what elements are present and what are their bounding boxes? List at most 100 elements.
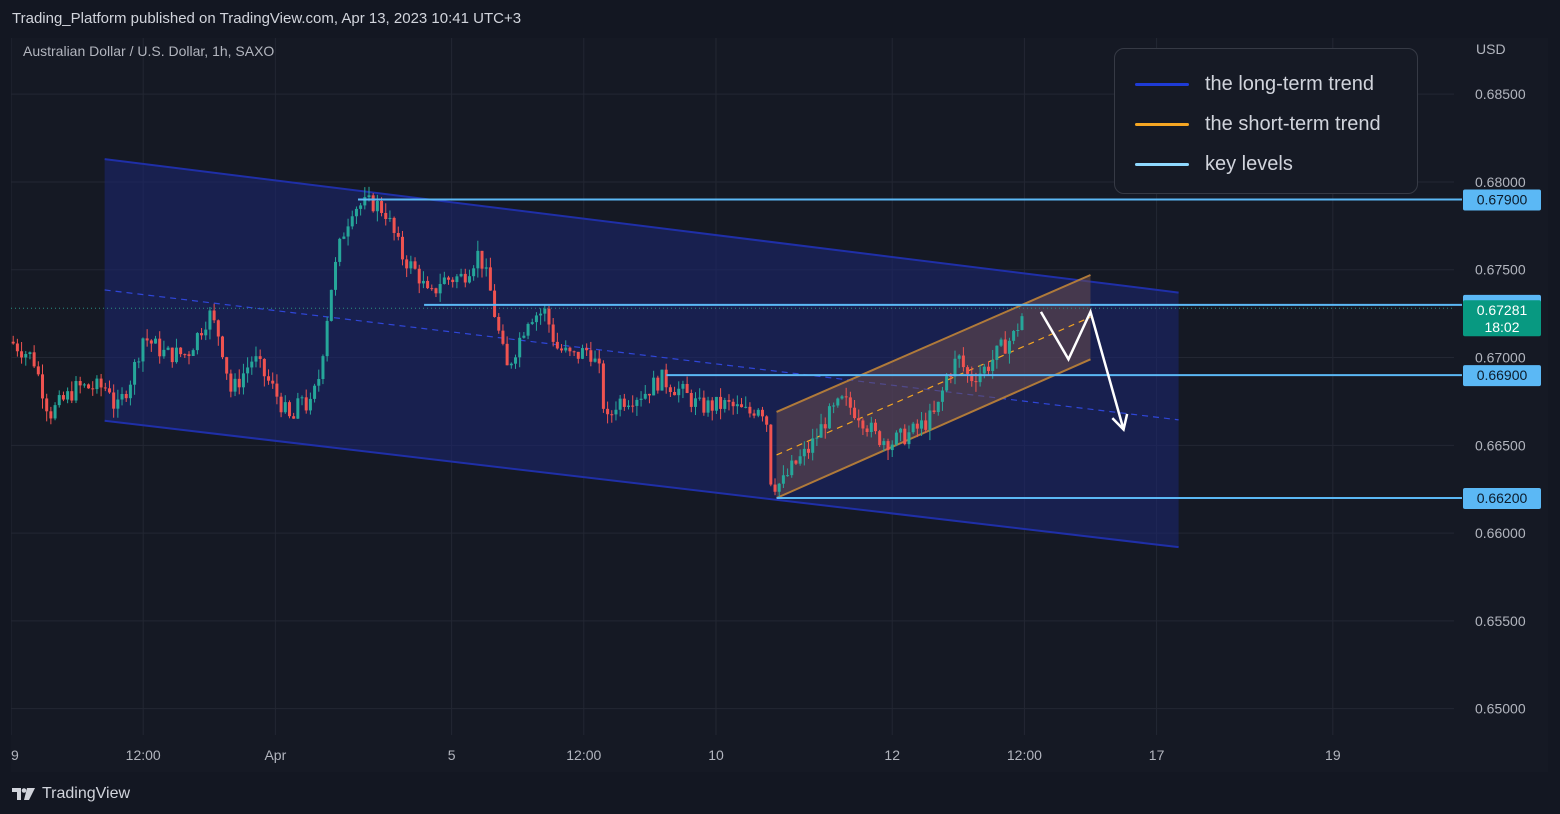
candle-up bbox=[283, 402, 287, 413]
candle-up bbox=[639, 398, 643, 400]
candle-down bbox=[112, 392, 116, 409]
candle-up bbox=[543, 308, 547, 314]
candle-down bbox=[986, 366, 990, 372]
candle-up bbox=[334, 261, 338, 290]
y-tick-label: 0.66000 bbox=[1475, 525, 1526, 541]
candle-up bbox=[928, 410, 932, 430]
candle-down bbox=[974, 381, 978, 383]
candle-down bbox=[36, 366, 40, 375]
candle-down bbox=[463, 273, 467, 283]
key-level-badge-text: 0.66200 bbox=[1477, 490, 1528, 506]
candle-down bbox=[216, 320, 220, 337]
candle-up bbox=[627, 405, 631, 407]
candle-up bbox=[953, 358, 957, 377]
y-tick-label: 0.67500 bbox=[1475, 262, 1526, 278]
candle-down bbox=[647, 393, 651, 396]
candle-down bbox=[99, 378, 103, 388]
legend-item-long-term: the long-term trend bbox=[1135, 73, 1374, 95]
candle-up bbox=[819, 424, 823, 438]
candle-down bbox=[748, 406, 752, 414]
short-term-channel-fill bbox=[776, 275, 1091, 498]
candle-up bbox=[300, 397, 304, 399]
candle-down bbox=[11, 341, 15, 344]
candle-down bbox=[380, 200, 384, 213]
candle-down bbox=[384, 212, 388, 219]
candle-up bbox=[698, 397, 702, 399]
x-tick-label: 10 bbox=[708, 747, 724, 763]
projection-path bbox=[1039, 308, 1125, 430]
candle-up bbox=[907, 432, 911, 445]
candle-up bbox=[509, 363, 513, 366]
candle-down bbox=[396, 232, 400, 237]
candle-down bbox=[275, 383, 279, 397]
candle-up bbox=[534, 315, 538, 323]
candle-down bbox=[103, 387, 107, 389]
candle-down bbox=[689, 393, 693, 407]
candle-down bbox=[271, 380, 275, 384]
candle-up bbox=[1007, 340, 1011, 354]
candle-down bbox=[731, 401, 735, 407]
candle-down bbox=[585, 348, 589, 351]
candle-up bbox=[564, 347, 568, 351]
candle-down bbox=[631, 405, 635, 407]
candle-up bbox=[940, 390, 944, 402]
last-price-badge bbox=[1463, 300, 1541, 337]
candle-up bbox=[518, 337, 522, 358]
candle-up bbox=[827, 406, 831, 429]
legend-item-short-term: the short-term trend bbox=[1135, 113, 1381, 135]
candle-down bbox=[405, 259, 409, 269]
candle-up bbox=[945, 376, 949, 391]
candle-up bbox=[313, 385, 317, 399]
candle-down bbox=[1003, 339, 1007, 354]
candle-up bbox=[321, 356, 325, 380]
candle-up bbox=[363, 197, 367, 206]
candle-up bbox=[246, 367, 250, 374]
candle-up bbox=[116, 399, 120, 409]
candle-up bbox=[580, 348, 584, 359]
candle-down bbox=[41, 374, 45, 399]
candle-up bbox=[359, 205, 363, 209]
long-term-median-line bbox=[104, 289, 1179, 421]
candle-down bbox=[15, 343, 19, 352]
candle-down bbox=[447, 277, 451, 280]
candle-down bbox=[87, 384, 91, 389]
candle-up bbox=[635, 399, 639, 406]
y-tick-label: 0.67000 bbox=[1475, 350, 1526, 366]
currency-label: USD bbox=[1476, 41, 1506, 57]
candle-down bbox=[400, 236, 404, 260]
candle-down bbox=[480, 250, 484, 269]
candle-up bbox=[790, 460, 794, 476]
last-price-text: 0.67281 bbox=[1477, 302, 1528, 318]
candle-up bbox=[308, 398, 312, 411]
candle-down bbox=[237, 378, 241, 388]
x-tick-label: Apr bbox=[264, 747, 286, 763]
candle-down bbox=[32, 352, 36, 367]
candle-up bbox=[154, 338, 158, 344]
candle-down bbox=[145, 338, 149, 341]
y-tick-label: 0.65500 bbox=[1475, 613, 1526, 629]
candle-down bbox=[501, 330, 505, 344]
candle-up bbox=[296, 398, 300, 419]
candle-down bbox=[392, 217, 396, 233]
candle-up bbox=[1016, 329, 1020, 331]
candle-down bbox=[426, 280, 430, 289]
candle-down bbox=[719, 396, 723, 409]
candle-down bbox=[149, 340, 153, 344]
tradingview-logo[interactable]: TradingView bbox=[12, 785, 130, 803]
legend-item-key-levels: key levels bbox=[1135, 153, 1293, 175]
candle-down bbox=[673, 391, 677, 396]
footer-bar: TradingView bbox=[0, 772, 1560, 814]
y-tick-label: 0.65000 bbox=[1475, 701, 1526, 717]
candle-up bbox=[472, 268, 476, 277]
candle-down bbox=[107, 388, 111, 393]
candle-up bbox=[982, 366, 986, 374]
candle-up bbox=[936, 401, 940, 413]
y-tick-label: 0.68000 bbox=[1475, 174, 1526, 190]
candle-down bbox=[727, 400, 731, 402]
candle-down bbox=[966, 367, 970, 374]
candle-up bbox=[890, 444, 894, 451]
candle-up bbox=[254, 356, 258, 362]
candle-down bbox=[212, 310, 216, 321]
candle-up bbox=[317, 379, 321, 386]
legend-swatch bbox=[1135, 162, 1189, 166]
